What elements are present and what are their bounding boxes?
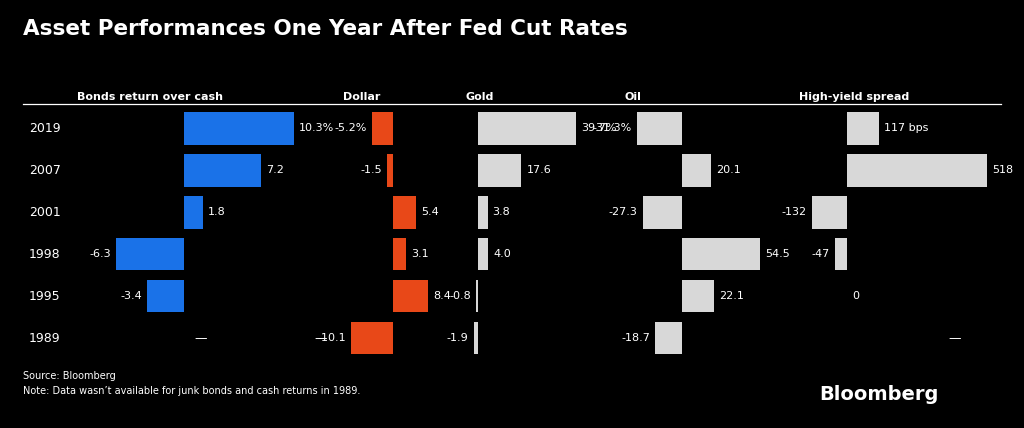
Text: 117 bps: 117 bps bbox=[884, 123, 929, 134]
Text: 10.3%: 10.3% bbox=[299, 123, 335, 134]
Text: 1989: 1989 bbox=[29, 332, 60, 345]
Text: High-yield spread: High-yield spread bbox=[799, 92, 909, 102]
Bar bbox=[478, 196, 487, 229]
Bar bbox=[184, 196, 203, 229]
Text: -1.5: -1.5 bbox=[360, 165, 382, 175]
Text: 3.8: 3.8 bbox=[493, 207, 510, 217]
Bar bbox=[682, 154, 711, 187]
Bar bbox=[393, 280, 428, 312]
Bar bbox=[387, 154, 393, 187]
Text: -1.9: -1.9 bbox=[446, 333, 468, 343]
Bar bbox=[478, 238, 488, 270]
Bar bbox=[393, 238, 407, 270]
Text: —: — bbox=[195, 332, 207, 345]
Text: 39.7%: 39.7% bbox=[581, 123, 616, 134]
Bar bbox=[372, 112, 393, 145]
Text: 22.1: 22.1 bbox=[719, 291, 743, 301]
Bar bbox=[184, 154, 261, 187]
Bar bbox=[473, 322, 478, 354]
Bar bbox=[393, 196, 416, 229]
Text: Bonds return over cash: Bonds return over cash bbox=[77, 92, 223, 102]
Text: —: — bbox=[948, 332, 961, 345]
Text: 4.0: 4.0 bbox=[494, 249, 511, 259]
Text: 2007: 2007 bbox=[29, 164, 60, 177]
Text: Source: Bloomberg
Note: Data wasn’t available for junk bonds and cash returns in: Source: Bloomberg Note: Data wasn’t avai… bbox=[23, 371, 359, 396]
Text: 54.5: 54.5 bbox=[765, 249, 790, 259]
Bar bbox=[655, 322, 682, 354]
Text: -0.8: -0.8 bbox=[450, 291, 471, 301]
Text: 1998: 1998 bbox=[29, 248, 60, 261]
Text: Asset Performances One Year After Fed Cut Rates: Asset Performances One Year After Fed Cu… bbox=[23, 19, 628, 39]
Text: -6.3: -6.3 bbox=[90, 249, 112, 259]
Text: 8.4: 8.4 bbox=[433, 291, 452, 301]
Text: Oil: Oil bbox=[625, 92, 641, 102]
Text: -31.3%: -31.3% bbox=[593, 123, 632, 134]
Bar bbox=[478, 112, 575, 145]
Text: 3.1: 3.1 bbox=[412, 249, 429, 259]
Bar bbox=[812, 196, 847, 229]
Text: 5.4: 5.4 bbox=[421, 207, 439, 217]
Text: 0: 0 bbox=[852, 291, 859, 301]
Bar bbox=[637, 112, 682, 145]
Bar bbox=[147, 280, 184, 312]
Text: 2001: 2001 bbox=[29, 206, 60, 219]
Bar bbox=[476, 280, 478, 312]
Text: -27.3: -27.3 bbox=[609, 207, 638, 217]
Text: Bloomberg: Bloomberg bbox=[819, 386, 939, 404]
Text: -132: -132 bbox=[781, 207, 807, 217]
Bar bbox=[478, 154, 521, 187]
Text: Gold: Gold bbox=[466, 92, 495, 102]
Text: 1995: 1995 bbox=[29, 290, 60, 303]
Text: -10.1: -10.1 bbox=[317, 333, 346, 343]
Bar bbox=[184, 112, 294, 145]
Text: -18.7: -18.7 bbox=[622, 333, 650, 343]
Bar bbox=[847, 112, 879, 145]
Text: 20.1: 20.1 bbox=[716, 165, 740, 175]
Text: Dollar: Dollar bbox=[343, 92, 380, 102]
Bar bbox=[835, 238, 847, 270]
Bar bbox=[643, 196, 682, 229]
Text: —: — bbox=[314, 332, 327, 345]
Text: 17.6: 17.6 bbox=[526, 165, 551, 175]
Bar bbox=[682, 280, 714, 312]
Bar bbox=[351, 322, 393, 354]
Text: 1.8: 1.8 bbox=[208, 207, 226, 217]
Text: -3.4: -3.4 bbox=[121, 291, 142, 301]
Bar bbox=[682, 238, 760, 270]
Bar bbox=[117, 238, 184, 270]
Text: 518: 518 bbox=[992, 165, 1014, 175]
Bar bbox=[847, 154, 987, 187]
Text: -5.2%: -5.2% bbox=[334, 123, 367, 134]
Text: 7.2: 7.2 bbox=[266, 165, 284, 175]
Text: -47: -47 bbox=[811, 249, 829, 259]
Text: 2019: 2019 bbox=[29, 122, 60, 135]
